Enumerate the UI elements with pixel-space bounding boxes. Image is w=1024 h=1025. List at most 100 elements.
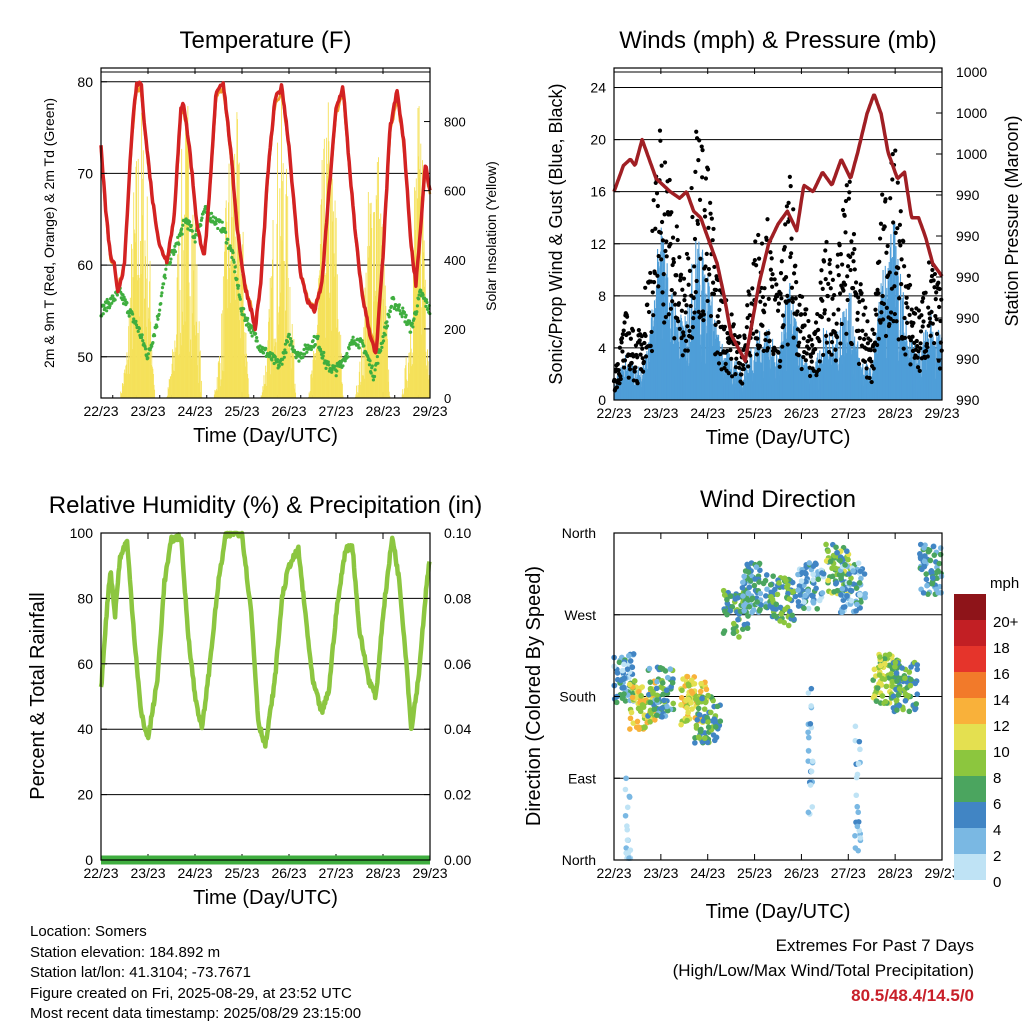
- gust-point: [932, 285, 937, 290]
- gust-point: [658, 138, 663, 143]
- direction-point: [711, 716, 718, 722]
- dewpoint-point: [324, 366, 328, 370]
- gust-point: [813, 320, 819, 325]
- gust-point: [768, 267, 773, 272]
- dewpoint-point: [255, 335, 259, 340]
- direction-point: [923, 571, 930, 577]
- gust-point: [655, 203, 660, 209]
- gust-point: [748, 353, 753, 358]
- gust-point: [836, 273, 841, 278]
- gust-point: [741, 347, 746, 353]
- y-tick-label: 60: [77, 257, 93, 273]
- gust-point: [709, 216, 714, 221]
- gust-point: [640, 356, 645, 361]
- dewpoint-point: [230, 255, 234, 260]
- gust-point: [892, 284, 897, 289]
- gust-point: [640, 369, 646, 374]
- extremes-value: 80.5/48.4/14.5/0: [851, 986, 974, 1005]
- direction-point: [684, 673, 691, 680]
- gust-point: [699, 144, 704, 149]
- direction-point: [770, 605, 776, 612]
- created-text: Figure created on Fri, 2025-08-29, at 23…: [30, 984, 352, 1002]
- direction-point: [621, 661, 627, 668]
- direction-point: [805, 734, 812, 741]
- y2-tick-label: 1000: [956, 146, 987, 162]
- gust-point: [789, 236, 794, 241]
- direction-point: [705, 719, 711, 725]
- gust-point: [722, 324, 728, 330]
- gust-point: [870, 327, 875, 332]
- gust-point: [633, 343, 639, 348]
- dewpoint-point: [236, 286, 240, 290]
- dewpoint-point: [361, 341, 365, 346]
- dewpoint-point: [216, 226, 220, 231]
- gust-point: [931, 278, 936, 283]
- direction-point: [623, 775, 629, 782]
- direction-point: [678, 721, 684, 728]
- gust-point: [839, 321, 844, 327]
- x-tick-label: 26/23: [271, 865, 306, 881]
- direction-point: [684, 717, 690, 724]
- gust-point: [843, 230, 848, 235]
- gust-point: [711, 280, 716, 285]
- dewpoint-point: [164, 267, 168, 271]
- gust-point: [855, 310, 860, 315]
- dewpoint-point: [387, 315, 391, 319]
- direction-point: [907, 682, 914, 689]
- direction-point: [795, 571, 801, 578]
- dewpoint-point: [388, 309, 392, 314]
- x-tick-label: 23/23: [130, 865, 165, 881]
- dewpoint-point: [357, 346, 361, 350]
- y2-tick-label: 0.02: [444, 787, 471, 803]
- direction-point: [653, 685, 660, 692]
- x-tick-label: 23/23: [643, 405, 678, 421]
- gust-point: [936, 358, 941, 363]
- dewpoint-point: [410, 321, 414, 326]
- dewpoint-point: [250, 334, 254, 338]
- gust-point: [662, 212, 667, 217]
- gust-point: [701, 318, 706, 323]
- dewpoint-point: [237, 284, 241, 288]
- colorbar-swatch: [954, 776, 986, 802]
- direction-point: [857, 835, 864, 841]
- y2-tick-label: 990: [956, 392, 980, 408]
- dewpoint-point: [162, 282, 166, 286]
- direction-point: [679, 687, 685, 694]
- gust-point: [667, 177, 672, 183]
- gust-point: [874, 312, 879, 317]
- gust-point: [763, 337, 768, 343]
- gust-point: [834, 335, 840, 340]
- dewpoint-point: [108, 304, 112, 308]
- gust-point: [925, 354, 930, 359]
- direction-point: [654, 697, 660, 703]
- gust-point: [824, 333, 829, 338]
- direction-point: [921, 563, 927, 569]
- x-tick-label: 23/23: [130, 403, 165, 419]
- dewpoint-point: [235, 277, 239, 281]
- gust-point: [685, 348, 690, 353]
- gust-point: [621, 328, 626, 333]
- gust-point: [877, 259, 882, 264]
- direction-point: [902, 675, 908, 682]
- gust-point: [708, 313, 714, 319]
- x-tick-label: 26/23: [784, 405, 819, 421]
- dewpoint-point: [125, 301, 129, 305]
- y2-tick-label: 0.00: [444, 852, 471, 868]
- gust-point: [737, 365, 742, 370]
- direction-point: [703, 686, 710, 693]
- direction-point: [724, 611, 730, 618]
- dewpoint-point: [286, 340, 290, 344]
- direction-point: [730, 620, 737, 627]
- rh-line: [98, 530, 432, 749]
- direction-point: [638, 693, 644, 699]
- gust-point: [884, 250, 889, 255]
- gust-point: [725, 331, 730, 336]
- dewpoint-point: [122, 295, 126, 299]
- colorbar-label: 16: [993, 666, 1010, 683]
- gust-point: [931, 341, 937, 346]
- gust-point: [680, 353, 685, 358]
- location-text: Location: Somers: [30, 923, 147, 940]
- direction-point: [770, 573, 776, 579]
- gust-point: [764, 237, 769, 242]
- gust-point: [891, 220, 896, 225]
